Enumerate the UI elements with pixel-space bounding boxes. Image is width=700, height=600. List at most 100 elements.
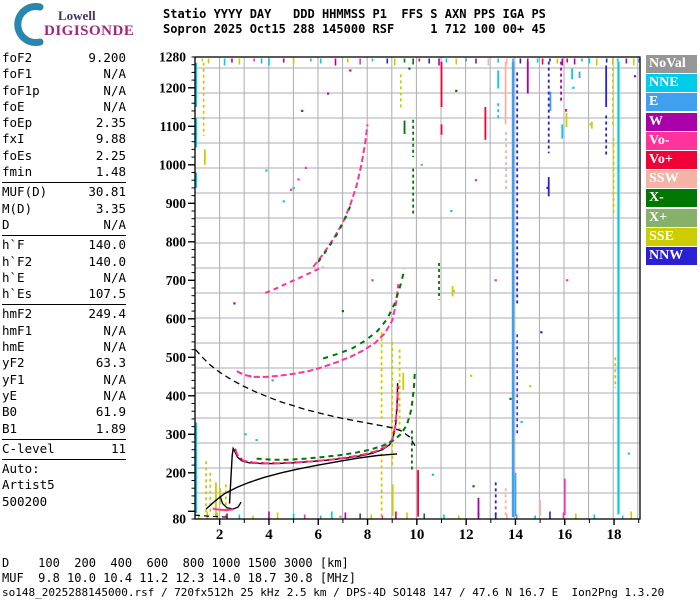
param-label: yF2 [2,355,25,371]
autoscaling-line: 500200 [2,493,48,509]
param-value: 9.88 [95,131,126,147]
trace-true-height-profile [205,453,398,510]
param-row: foE N/A [2,99,126,115]
param-value: N/A [103,216,126,232]
param-value: N/A [103,82,126,98]
ionogram-traces [194,124,417,518]
param-value: N/A [103,98,126,114]
rfi-streaks [195,61,620,518]
legend-item-sse: SSE [646,227,697,246]
x-tick-label: 10 [409,527,424,543]
param-label: hmF2 [2,306,33,322]
param-row: yF1 N/A [2,372,126,388]
param-row: yF2 63.3 [2,355,126,371]
scatter-echo-dots [233,67,637,518]
param-row: hmF2 249.4 [2,306,126,322]
param-row: D N/A [2,217,126,233]
param-label: yF1 [2,371,25,387]
param-row: foEp 2.35 [2,115,126,131]
y-tick-label: 200 [166,465,187,480]
trace-f-trace-o-3rd-order-a [264,265,324,294]
param-value: N/A [103,339,126,355]
x-tick-label: 16 [557,527,573,543]
legend-item-vo-: Vo- [646,131,697,150]
autoscaling-info: Auto: Artist5 500200 [2,460,126,512]
param-label: h`E [2,269,25,285]
param-value: 61.9 [95,404,126,420]
trace-muf-transmission-curve [195,349,417,447]
header-line2: Sopron 2025 Oct15 288 145000 RSF 1 712 1… [163,22,546,36]
param-value: 140.0 [88,253,126,269]
y-tick-label: 300 [166,427,187,442]
x-tick-label: 6 [315,527,323,543]
param-row: foF1p N/A [2,83,126,99]
legend-item-w: W [646,112,697,131]
y-tick-label: 400 [166,388,187,403]
param-value: 140.0 [88,237,126,253]
param-row: foF2 9.200 [2,50,126,66]
param-group: hmF2 249.4 hmF1 N/A hmE N/A yF2 63.3 yF1 N/A yE N/A… [2,305,126,440]
param-value: 11 [110,440,126,456]
plot-grid [195,57,640,519]
trace-f-trace-x-mode [256,370,416,461]
legend-item-e: E [646,93,697,112]
logo-digisonde-text: DIGISONDE [44,23,135,39]
param-value: 63.3 [95,355,126,371]
param-row: fmin 1.48 [2,164,126,180]
param-value: 107.5 [88,286,126,302]
trace-f-trace-x-3rd-order [317,202,353,263]
param-group: foF2 9.200 foF1 N/A foF1p N/A foE N/A foEp 2.35 fx… [2,49,126,184]
y-tick-label: 1100 [160,119,187,134]
trace-f-trace-o-2nd-order [236,283,400,378]
legend-item-noval: NoVal [646,55,697,73]
autoscaling-line: Auto: [2,461,40,477]
param-label: MUF(D) [2,184,48,200]
trace-es-trace-black [219,495,242,510]
top-edge-noise [201,58,640,66]
logo-arc-icon [14,3,44,46]
param-row: B1 1.89 [2,421,126,437]
y-tick-label: 500 [166,350,187,365]
param-label: B0 [2,404,18,420]
param-label: foE [2,98,25,114]
param-row: h`Es 107.5 [2,286,126,302]
trace-es-trace-pink [212,507,234,512]
param-value: N/A [103,371,126,387]
trace-f-trace-o-mode [233,386,400,465]
param-label: hmF1 [2,322,33,338]
param-label: fmin [2,164,33,180]
param-value: 2.25 [95,147,126,163]
trace-f-trace-o-3rd-order-b [312,124,369,268]
param-row: foEs 2.25 [2,148,126,164]
param-row: h`F2 140.0 [2,254,126,270]
param-group: h`F 140.0 h`F2 140.0 h`E N/A h`Es 107.5 [2,236,126,306]
scaled-parameters-panel: foF2 9.200 foF1 N/A foF1p N/A foE N/A foEp 2.35 fx… [2,49,126,512]
x-tick-label: 14 [508,527,524,543]
x-tick-label: 2 [216,527,224,543]
param-value: 3.35 [95,200,126,216]
param-row: foF1 N/A [2,66,126,82]
echo-direction-legend: NoVal NNE E W Vo- Vo+ SSW X- X+ SSE NNW [646,55,697,266]
trace-es-baseline-dash [194,514,229,518]
y-tick-label: 700 [166,273,187,288]
legend-item-nnw: NNW [646,246,697,265]
param-label: yE [2,387,18,403]
param-row: M(D) 3.35 [2,201,126,217]
y-tick-label: 1200 [159,80,186,95]
param-label: h`F2 [2,253,33,269]
x-tick-label: 18 [607,527,622,543]
lowell-digisonde-logo: Lowell DIGISONDE [6,2,156,48]
y-tick-label: 600 [166,311,187,326]
param-label: h`F [2,237,25,253]
param-label: M(D) [2,200,33,216]
param-group: C-level 11 [2,440,126,461]
param-value: 30.81 [88,184,126,200]
trace-f-trace-x-2nd-order [322,268,406,360]
param-value: 249.4 [88,306,126,322]
param-value: N/A [103,66,126,82]
param-label: D [2,216,10,232]
param-row: h`F 140.0 [2,237,126,253]
param-group: MUF(D) 30.81 M(D) 3.35 D N/A [2,183,126,237]
